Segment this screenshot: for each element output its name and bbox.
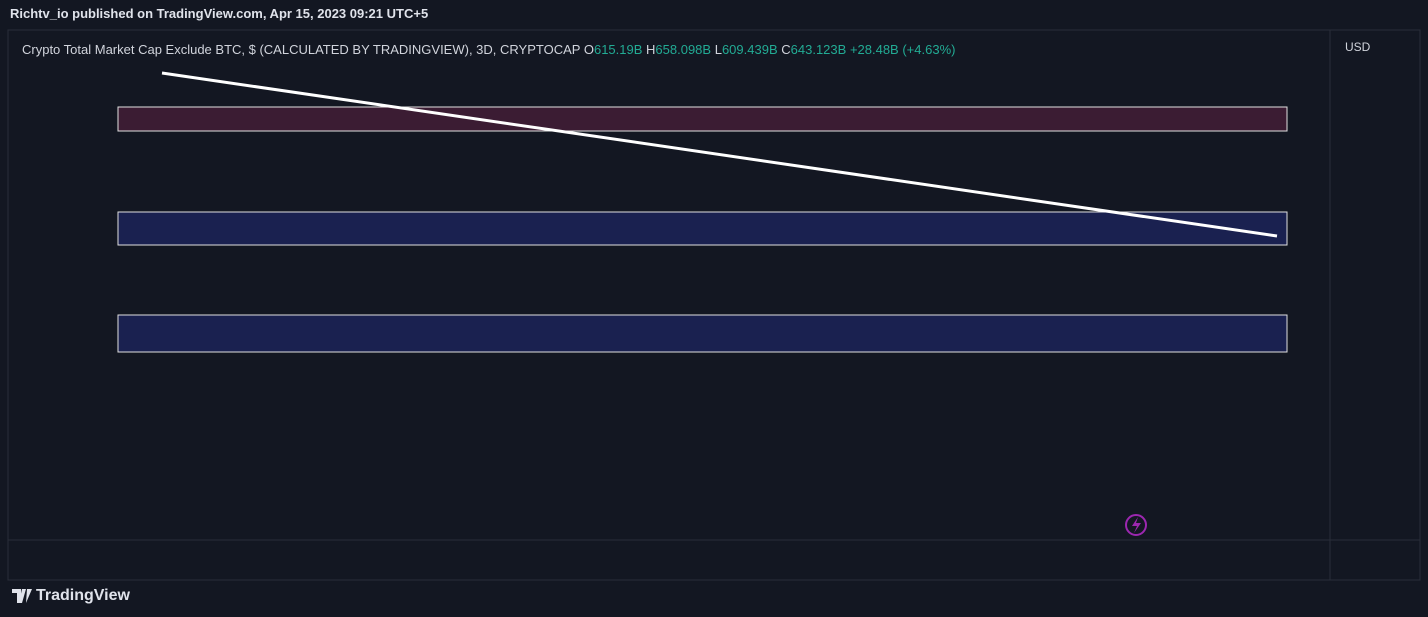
legend: Crypto Total Market Cap Exclude BTC, $ (… bbox=[22, 42, 955, 57]
resistance-zone bbox=[117, 106, 1288, 132]
legend-value: 658.098B bbox=[655, 42, 712, 57]
logo bbox=[12, 589, 32, 603]
legend-value: 643.123B bbox=[790, 42, 847, 57]
currency: USD bbox=[1345, 40, 1371, 54]
trend-line bbox=[161, 71, 1278, 238]
brand: TradingView bbox=[36, 587, 130, 604]
legend-change: +28.48B (+4.63%) bbox=[849, 42, 956, 57]
drawings bbox=[117, 106, 1288, 353]
legend-key: O bbox=[583, 42, 594, 57]
publish-info: Richtv_io published on TradingView.com, … bbox=[10, 6, 429, 21]
support-zone bbox=[117, 314, 1288, 353]
legend-key: H bbox=[646, 42, 656, 57]
legend-key: C bbox=[781, 42, 791, 57]
legend-value: 615.19B bbox=[593, 42, 643, 57]
support-zone bbox=[117, 211, 1288, 246]
symbol-title: Crypto Total Market Cap Exclude BTC, $ (… bbox=[22, 42, 581, 57]
legend-value: 609.439B bbox=[721, 42, 778, 57]
alert-icon-bolt bbox=[1132, 517, 1141, 533]
alert-icon bbox=[1125, 514, 1147, 536]
legend-key: L bbox=[714, 42, 722, 57]
